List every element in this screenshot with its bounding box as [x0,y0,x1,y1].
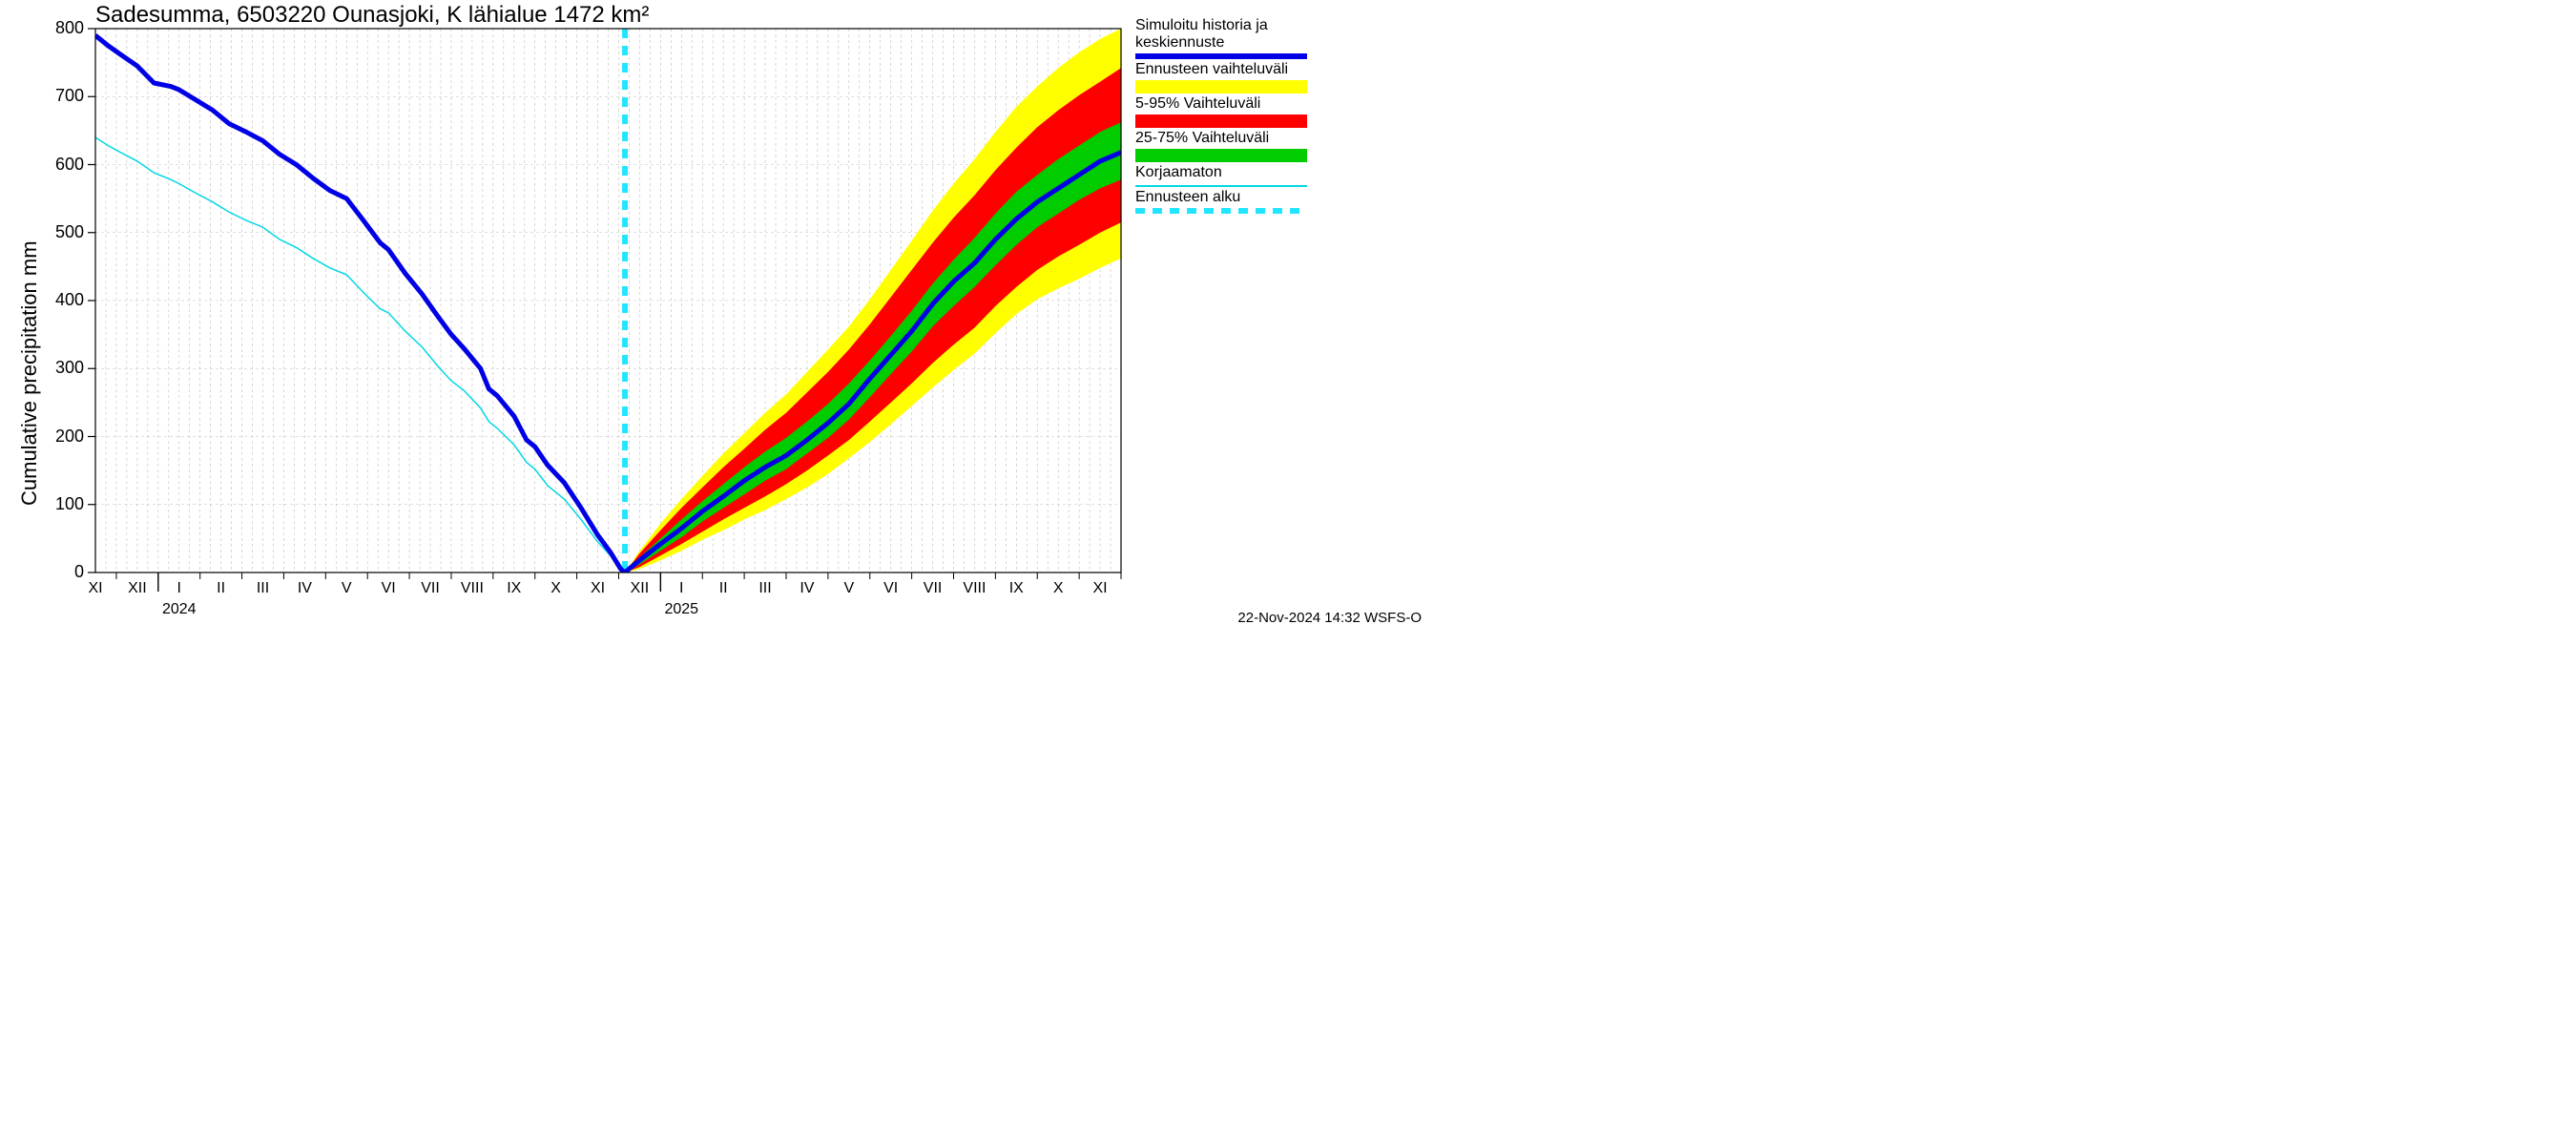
footer-timestamp: 22-Nov-2024 14:32 WSFS-O [1237,610,1422,626]
legend-item: Ennusteen vaihteluväli [1135,61,1307,94]
x-tick-month: IX [1009,580,1024,597]
y-tick: 700 [55,86,84,106]
x-tick-month: IX [507,580,521,597]
x-tick-month: VI [883,580,898,597]
x-tick-month: X [1053,580,1064,597]
x-tick-month: XI [88,580,102,597]
x-tick-month: I [177,580,181,597]
legend-swatch [1135,80,1307,94]
y-tick: 800 [55,18,84,38]
x-tick-month: VII [924,580,943,597]
x-tick-month: IV [800,580,814,597]
legend-label: Simuloitu historia ja keskiennuste [1135,17,1307,52]
x-tick-month: XII [631,580,650,597]
legend-swatch [1135,114,1307,128]
legend-label: Korjaamaton [1135,164,1307,181]
x-tick-month: XII [128,580,147,597]
legend: Simuloitu historia ja keskiennuste Ennust… [1135,17,1307,216]
x-tick-month: III [758,580,771,597]
chart-container: Sadesumma, 6503220 Ounasjoki, K lähialue… [0,0,1431,635]
x-tick-year: 2024 [162,601,197,618]
y-tick: 0 [74,562,84,582]
legend-swatch [1135,53,1307,59]
x-tick-month: VIII [461,580,484,597]
x-tick-month: II [719,580,728,597]
legend-swatch [1135,208,1307,214]
legend-item: 25-75% Vaihteluväli [1135,130,1307,162]
legend-swatch [1135,185,1307,187]
x-tick-month: VIII [963,580,986,597]
y-tick: 500 [55,222,84,242]
x-tick-month: II [217,580,225,597]
x-tick-month: III [257,580,269,597]
y-tick: 600 [55,155,84,175]
x-tick-month: X [551,580,561,597]
legend-label: 25-75% Vaihteluväli [1135,130,1307,147]
legend-item: Ennusteen alku [1135,189,1307,214]
legend-label: Ennusteen vaihteluväli [1135,61,1307,78]
legend-item: Korjaamaton [1135,164,1307,187]
x-tick-month: I [679,580,683,597]
x-tick-month: XI [1092,580,1107,597]
legend-item: 5-95% Vaihteluväli [1135,95,1307,128]
x-tick-month: V [843,580,854,597]
y-tick: 200 [55,427,84,447]
y-tick: 300 [55,358,84,378]
x-tick-month: V [342,580,352,597]
chart-title: Sadesumma, 6503220 Ounasjoki, K lähialue… [95,2,649,29]
legend-item: Simuloitu historia ja keskiennuste [1135,17,1307,59]
legend-label: 5-95% Vaihteluväli [1135,95,1307,113]
x-tick-month: VII [421,580,440,597]
y-tick: 400 [55,290,84,310]
y-tick: 100 [55,494,84,514]
x-tick-month: XI [591,580,605,597]
x-tick-month: IV [298,580,312,597]
legend-swatch [1135,149,1307,162]
x-tick-year: 2025 [664,601,698,618]
x-tick-month: VI [382,580,396,597]
legend-label: Ennusteen alku [1135,189,1307,206]
y-axis-label: Cumulative precipitation mm [17,240,42,506]
